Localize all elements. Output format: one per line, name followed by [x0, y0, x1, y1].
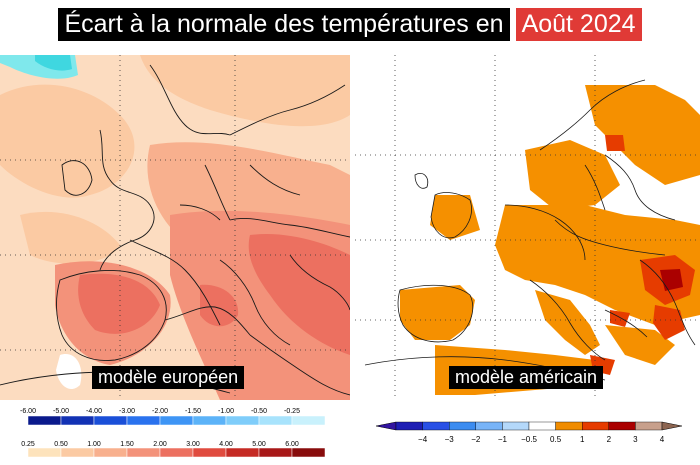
legend-right-swatch: [502, 421, 530, 431]
legend-right-swatch: [422, 421, 450, 431]
legend-left-positive-swatch: [159, 447, 194, 458]
anomaly-area-weak: [20, 211, 120, 264]
legend-left-positive-tick-label: 2.00: [153, 441, 167, 448]
legend-left-negative-swatch: [192, 415, 227, 426]
legend-left-negative-tick-label: -2.00: [152, 408, 168, 415]
american-model-legend: −4 −3 −2 −1 −0.5 0.5 1 2 3 4: [370, 410, 700, 458]
legend-right-tick-label: −1: [498, 435, 508, 444]
anomaly-area-weak: [0, 84, 135, 198]
legend-left-positive-tick-label: 1.50: [120, 441, 134, 448]
legend-left-negative-tick-label: -4.00: [86, 408, 102, 415]
legend-right-swatch: [555, 421, 583, 431]
legend-right-swatch: [475, 421, 503, 431]
legend-left-negative-swatch: [93, 415, 128, 426]
graticule: [0, 55, 350, 400]
legend-left-positive-swatch: [93, 447, 128, 458]
european-model-map: [0, 55, 350, 400]
legend-right-swatch: [528, 421, 556, 431]
legend-left-positive-tick-label: 0.50: [54, 441, 68, 448]
legend-left-negative-swatch: [258, 415, 293, 426]
legend-right-tick-label: 0.5: [550, 435, 562, 444]
legend-left-positive-swatch: [60, 447, 95, 458]
legend-left-negative-tick-label: -6.00: [20, 408, 36, 415]
legend-right-tick-label: −4: [418, 435, 428, 444]
legend-right-tick-label: −0.5: [521, 435, 537, 444]
european-model-legend: -6.00 -5.00 -4.00 -3.00 -2.00 -1.50 -1.00 -0.50…: [0, 404, 350, 460]
title-period: Août 2024: [515, 8, 642, 41]
anomaly-area-neutral: [56, 354, 82, 390]
legend-right-arrow-low: [375, 421, 397, 431]
legend-right-tick-label: 2: [607, 435, 612, 444]
american-model-label: modèle américain: [449, 366, 604, 389]
legend-right-swatch: [608, 421, 636, 431]
legend-right-arrow-high: [661, 421, 683, 431]
legend-right-tick-label: −2: [471, 435, 481, 444]
legend-left-positive-swatch: [291, 447, 326, 458]
legend-left-negative-tick-label: -0.50: [251, 408, 267, 415]
american-model-map: [355, 55, 700, 400]
legend-left-negative-swatch: [60, 415, 95, 426]
legend-left-negative-tick-label: -0.25: [284, 408, 300, 415]
legend-right-tick-label: 1: [580, 435, 585, 444]
legend-left-negative-swatch: [225, 415, 260, 426]
anomaly-area-very-strong: [248, 234, 350, 355]
legend-left-negative-tick-label: -1.50: [185, 408, 201, 415]
anomaly-area-very-strong: [200, 284, 239, 327]
anomaly-area-weak: [140, 55, 350, 127]
legend-left-positive-swatch: [258, 447, 293, 458]
anomaly-area-very-strong: [78, 273, 160, 334]
map-title: Écart à la normale des températures en Ao…: [0, 8, 700, 41]
legend-left-negative-swatch: [27, 415, 62, 426]
legend-left-positive-swatch: [192, 447, 227, 458]
legend-left-positive-tick-label: 1.00: [87, 441, 101, 448]
legend-left-negative-tick-label: -3.00: [119, 408, 135, 415]
anomaly-area-cold: [35, 55, 72, 71]
legend-left-negative-tick-label: -1.00: [218, 408, 234, 415]
legend-right-swatch: [395, 421, 423, 431]
legend-right-swatch: [448, 421, 476, 431]
legend-right-tick-label: 4: [660, 435, 665, 444]
legend-left-negative-swatch: [159, 415, 194, 426]
legend-left-positive-tick-label: 0.25: [21, 441, 35, 448]
legend-left-positive-swatch: [126, 447, 161, 458]
legend-left-negative-swatch: [291, 415, 326, 426]
legend-right-tick-label: 3: [633, 435, 638, 444]
legend-left-positive-swatch: [225, 447, 260, 458]
title-main: Écart à la normale des températures en: [58, 8, 510, 41]
legend-left-positive-tick-label: 6.00: [285, 441, 299, 448]
legend-left-positive-swatch: [27, 447, 62, 458]
european-model-label: modèle européen: [92, 366, 245, 389]
legend-left-negative-swatch: [126, 415, 161, 426]
legend-left-positive-tick-label: 3.00: [186, 441, 200, 448]
legend-right-swatch: [581, 421, 609, 431]
legend-right-swatch: [635, 421, 663, 431]
legend-left-positive-tick-label: 5.00: [252, 441, 266, 448]
legend-right-tick-label: −3: [445, 435, 455, 444]
legend-left-positive-tick-label: 4.00: [219, 441, 233, 448]
legend-left-negative-tick-label: -5.00: [53, 408, 69, 415]
